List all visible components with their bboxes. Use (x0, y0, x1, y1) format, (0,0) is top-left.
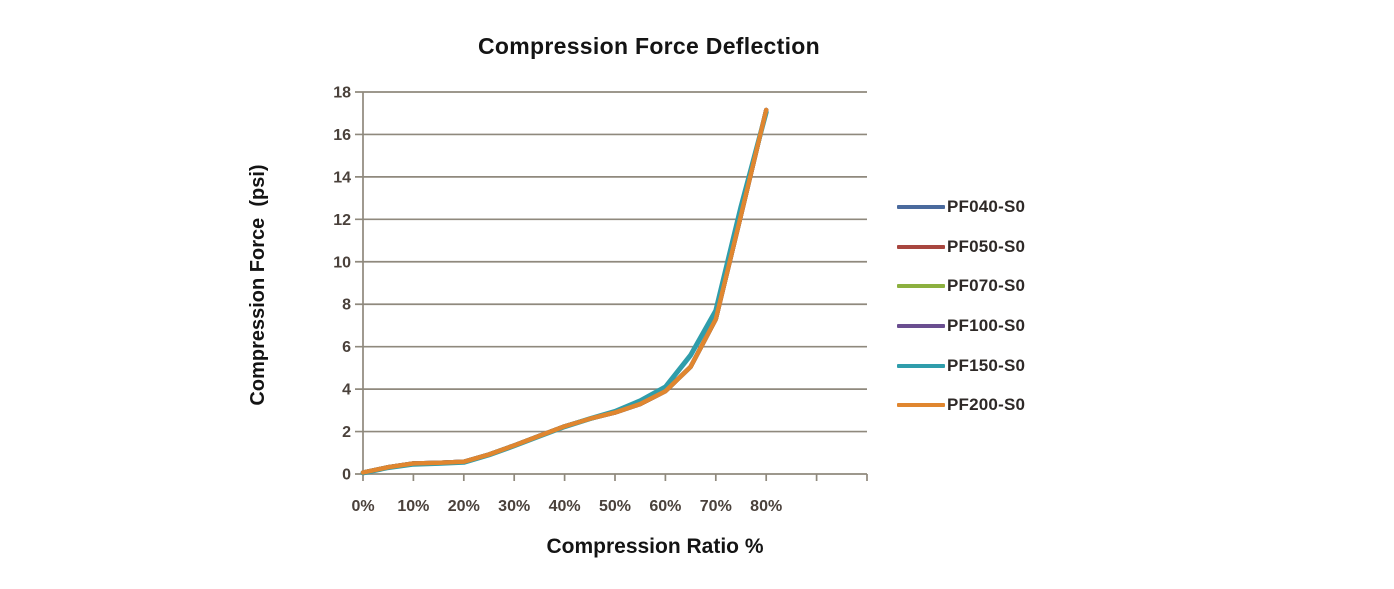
legend-label-pf040-s0: PF040-S0 (947, 196, 1026, 216)
x-tick-label-0pct: 0% (351, 498, 374, 515)
legend-item-pf070-s0: PF070-S0 (897, 266, 1025, 306)
series-line-pf040-s0 (360, 107, 769, 475)
legend: PF040-S0 PF050-S0 PF070-S0 PF100-S0 PF150-S0… (897, 187, 1025, 425)
y-tick-label-4: 4 (342, 382, 351, 399)
legend-label-pf100-s0: PF100-S0 (947, 315, 1026, 335)
y-tick-label-10: 10 (333, 254, 351, 271)
legend-label-pf050-s0: PF050-S0 (947, 236, 1026, 256)
series-line-pf150-s0 (360, 109, 769, 476)
series-line-pf070-s0 (360, 107, 769, 475)
y-tick-label-2: 2 (342, 424, 351, 441)
legend-item-pf040-s0: PF040-S0 (897, 187, 1025, 227)
x-axis-title: Compression Ratio % (546, 535, 764, 558)
y-tick-label-8: 8 (342, 297, 351, 314)
legend-item-pf200-s0: PF200-S0 (897, 385, 1025, 425)
series-line-pf100-s0 (360, 107, 769, 475)
legend-item-pf100-s0: PF100-S0 (897, 306, 1025, 346)
x-tick-label-10pct: 10% (397, 498, 429, 515)
legend-swatch-pf050-s0 (897, 244, 945, 249)
legend-swatch-pf040-s0 (897, 204, 945, 209)
legend-swatch-pf200-s0 (897, 403, 945, 408)
y-tick-label-16: 16 (333, 127, 351, 144)
legend-item-pf050-s0: PF050-S0 (897, 227, 1025, 267)
legend-item-pf150-s0: PF150-S0 (897, 346, 1025, 386)
x-tick-label-50pct: 50% (599, 498, 631, 515)
y-tick-label-18: 18 (333, 85, 351, 102)
x-tick-label-70pct: 70% (700, 498, 732, 515)
x-tick-label-60pct: 60% (649, 498, 681, 515)
legend-swatch-pf100-s0 (897, 323, 945, 328)
legend-label-pf200-s0: PF200-S0 (947, 395, 1026, 415)
series-line-pf200-s0 (360, 107, 769, 475)
series-line-pf050-s0 (360, 107, 769, 475)
x-tick-label-30pct: 30% (498, 498, 530, 515)
x-tick-label-20pct: 20% (448, 498, 480, 515)
legend-label-pf150-s0: PF150-S0 (947, 355, 1026, 375)
y-tick-label-0: 0 (342, 467, 351, 484)
chart-title: Compression Force Deflection (478, 33, 820, 59)
y-tick-label-14: 14 (333, 169, 351, 186)
y-tick-label-6: 6 (342, 339, 351, 356)
y-tick-label-12: 12 (333, 212, 351, 229)
legend-swatch-pf150-s0 (897, 363, 945, 368)
x-tick-label-40pct: 40% (549, 498, 581, 515)
legend-label-pf070-s0: PF070-S0 (947, 276, 1026, 296)
legend-swatch-pf070-s0 (897, 284, 945, 289)
x-tick-label-80pct: 80% (750, 498, 782, 515)
